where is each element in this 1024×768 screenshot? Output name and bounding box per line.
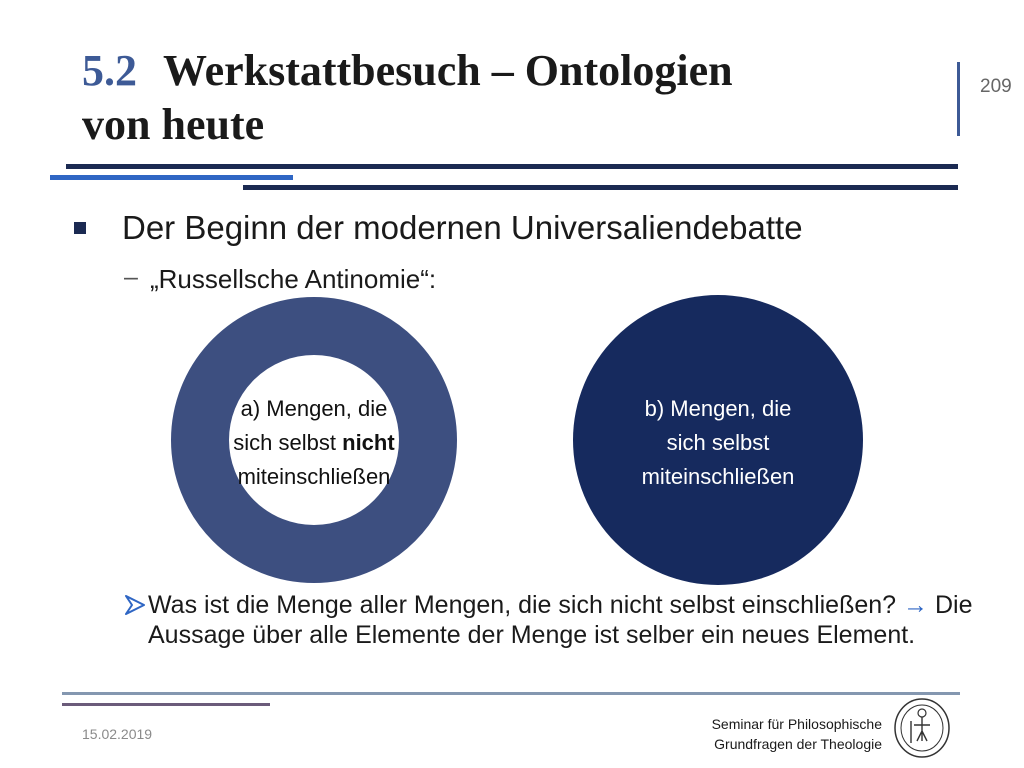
footer-rule-1 [62, 692, 960, 695]
title-line1: Werkstattbesuch – Ontologien [163, 46, 733, 95]
circle-a-label: a) Mengen, die sich selbst nicht miteins… [214, 392, 414, 494]
header-divider [957, 62, 960, 136]
footer-rule-2 [62, 703, 270, 706]
arrow-right-icon: → [903, 591, 929, 619]
circle-b-label: b) Mengen, die sich selbst miteinschließ… [608, 392, 828, 494]
header-rule-1 [66, 164, 958, 169]
circle-b-line2: sich selbst [666, 430, 770, 455]
seal-logo-icon [894, 698, 950, 758]
circle-a-line1: a) Mengen, die [240, 396, 388, 421]
institution-line2: Grundfragen der Theologie [714, 736, 882, 752]
circle-a-bold: nicht [342, 430, 395, 455]
circle-b [573, 295, 863, 585]
bullet-heading: Der Beginn der modernen Universaliendeba… [122, 209, 803, 246]
title-line2: von heute [82, 100, 265, 149]
circle-a-line2: sich selbst nicht [214, 426, 414, 460]
question-part1: Was ist die Menge aller Mengen, die sich… [148, 591, 904, 619]
circle-b-line3: miteinschließen [641, 464, 795, 489]
footer-date: 15.02.2019 [82, 726, 153, 742]
circle-a-mid: sich selbst [233, 430, 343, 455]
circle-b-line1: b) Mengen, die [644, 396, 792, 421]
dash-bullet: – [124, 263, 138, 291]
circle-a-line3: miteinschließen [237, 464, 391, 489]
header-rule-2 [50, 175, 293, 180]
header-rule-3 [243, 185, 958, 190]
institution-line1: Seminar für Philosophische [711, 716, 882, 732]
square-bullet-icon [74, 222, 86, 234]
section-number: 5.2 [82, 46, 137, 95]
question-text: Was ist die Menge aller Mengen, die sich… [148, 590, 988, 650]
sub-bullet: „Russellsche Antinomie“: [150, 264, 437, 294]
page-number: 209 [980, 76, 1012, 97]
arrow-bullet-icon [125, 595, 145, 615]
institution-name: Seminar für Philosophische Grundfragen d… [672, 714, 882, 754]
question-part2: Die Aussage über alle Elemente der Menge… [148, 591, 973, 649]
ring-circle-a [171, 297, 457, 583]
slide-title: 5.2 Werkstattbesuch – Ontologien von heut… [82, 44, 942, 152]
